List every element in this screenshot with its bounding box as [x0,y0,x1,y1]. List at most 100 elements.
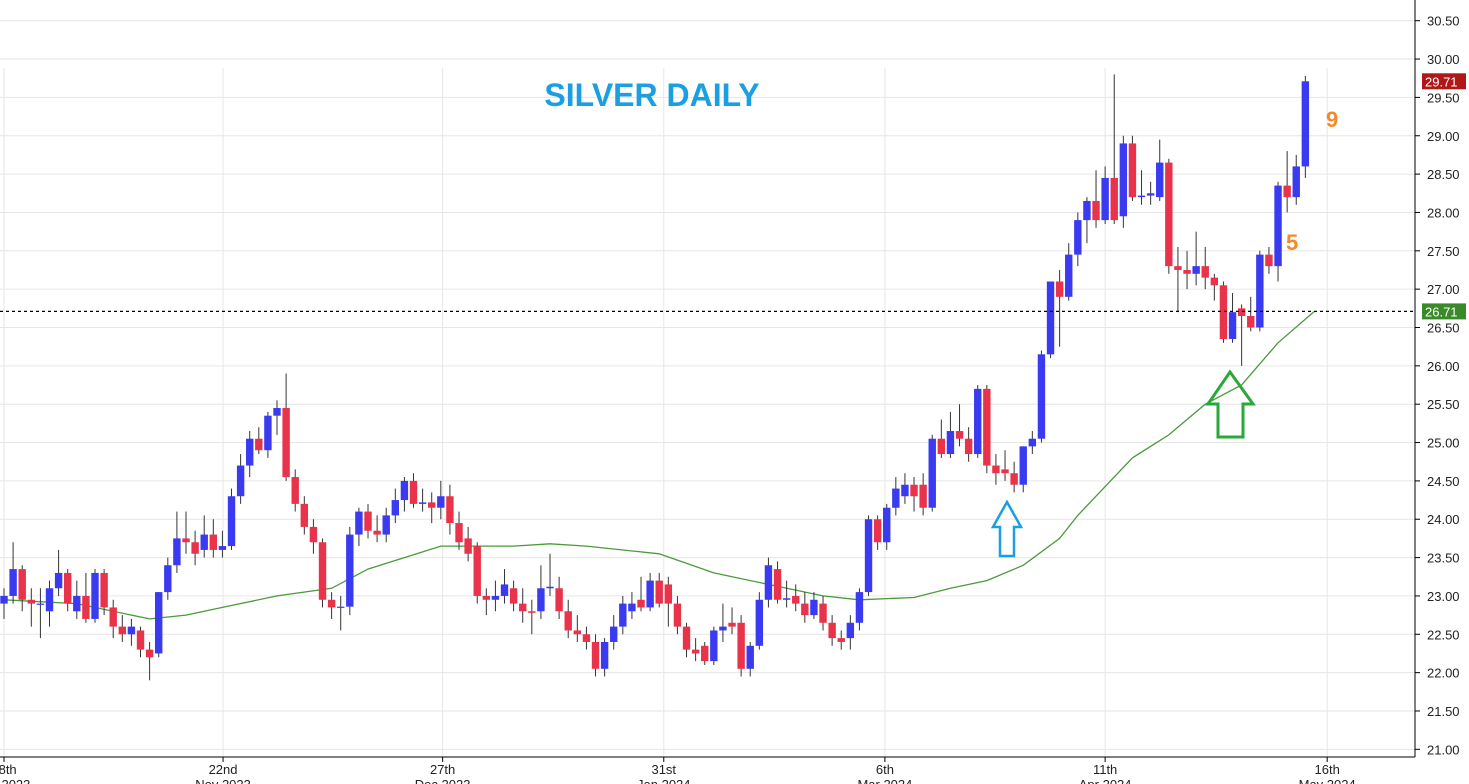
candle-body [27,599,36,604]
candle-body [482,595,491,600]
candle-body [1001,469,1009,474]
candle-body [309,526,318,543]
candle-body [1265,254,1273,267]
candle-body [246,438,254,466]
candle-body [691,649,700,654]
y-tick-label: 29.00 [1427,129,1460,144]
y-tick-label: 24.50 [1427,474,1460,489]
candle-body [928,438,936,508]
y-tick-label: 25.50 [1427,397,1460,412]
candle-body [364,511,372,531]
candle-body [1137,195,1146,198]
candle-body [1256,254,1264,328]
candle-body [1065,254,1073,297]
candle-body [846,622,855,639]
candle-body [418,502,427,504]
y-tick-label: 22.00 [1427,666,1460,681]
candle-body [145,649,154,658]
candle-body [282,408,290,478]
candle-body [64,572,72,604]
y-tick-label: 30.00 [1427,52,1460,67]
candle-body [73,595,81,612]
candle-body [1074,220,1082,255]
candle-body [1247,315,1255,328]
candle-body [155,592,163,654]
candle-body [164,565,172,593]
candle-body [1110,177,1118,221]
candle-body [218,546,227,550]
candle-body [455,523,463,543]
x-tick-label: Apr 2024 [1079,777,1132,784]
candle-body [1228,312,1237,340]
candle-body [118,626,127,635]
x-tick-label: 18th [0,762,17,777]
blue-arrow [990,499,1024,558]
candle-body [910,484,918,497]
candle-body [564,611,572,631]
candle-body [810,599,818,616]
candle-body [173,538,181,566]
candle-body [355,511,363,535]
y-tick-label: 26.00 [1427,359,1460,374]
candle-body [1083,200,1091,221]
x-tick-label: 11th [1093,762,1117,777]
candle-body [82,595,90,619]
candle-body [864,519,873,593]
candle-body [828,622,836,639]
candle-body [491,595,500,600]
candle-body [346,534,354,607]
x-tick-label: 22nd [209,762,238,777]
candle-body [792,595,800,604]
candle-body [464,538,472,554]
price-label: 29.71 [1425,74,1458,89]
candle-body [573,630,582,635]
candle-body [191,542,199,554]
candle-body [373,530,381,535]
candle-body [1210,277,1219,286]
candle-body [746,645,754,669]
candle-body [1037,354,1046,439]
candle-body [1092,200,1100,221]
candle-body [182,538,190,543]
candle-body [437,496,445,508]
candle-body [591,641,600,669]
candle-body [273,408,281,416]
candle-body [528,611,536,613]
candle-body [782,598,791,600]
candle-body [1183,269,1191,274]
chart-title: SILVER DAILY [544,77,759,113]
y-tick-label: 26.50 [1427,320,1460,335]
candle-body [619,603,627,627]
candle-body [701,645,709,662]
candle-body [919,484,927,508]
candle-body [1019,446,1027,485]
candle-body [337,606,345,608]
x-tick-label: 31st [651,762,676,777]
candle-body [610,626,618,642]
level-label-box [1422,303,1466,320]
candle-body [1292,166,1300,198]
candle-body [1128,143,1137,198]
candle-body [1192,266,1200,274]
candle-body [428,502,436,508]
grid [0,20,1415,757]
candle-body [227,496,236,547]
candle-body [1028,438,1037,447]
x-tick-label: 6th [876,762,894,777]
x-tick-label: Jan 2024 [637,777,691,784]
candle-body [1174,266,1182,270]
candle-body [537,588,545,612]
candle-body [509,588,518,604]
candle-body [773,569,782,600]
candle-body [719,626,727,631]
candle-body [1274,185,1282,267]
y-tick-label: 24.00 [1427,512,1460,527]
candle-body [901,484,909,497]
green-arrow [1205,369,1256,439]
candle-body [209,534,218,550]
moving-average [3,310,1315,620]
y-tick-label: 27.50 [1427,244,1460,259]
candle-body [955,431,964,439]
candle-body [327,599,336,608]
